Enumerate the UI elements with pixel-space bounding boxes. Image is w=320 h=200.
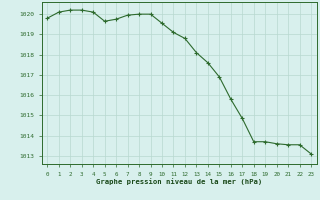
X-axis label: Graphe pression niveau de la mer (hPa): Graphe pression niveau de la mer (hPa) [96,178,262,185]
